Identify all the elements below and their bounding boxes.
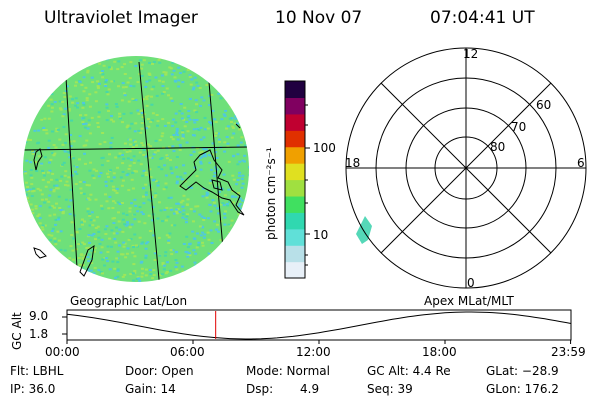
colorbar-segment — [285, 97, 305, 115]
colorbar-segment — [285, 146, 305, 164]
timeline-left-label: Geographic Lat/Lon — [70, 294, 188, 308]
colorbar-segment — [285, 81, 305, 99]
color-bar — [284, 80, 310, 279]
timeline-x-tick-1200: 12:00 — [296, 345, 331, 359]
colorbar-segment — [285, 179, 305, 197]
colorbar-segment — [285, 212, 305, 230]
colorbar-segment — [285, 245, 305, 263]
colorbar-tick-10: 10 — [313, 228, 329, 242]
timeline-x-tick-0600: 06:00 — [170, 345, 205, 359]
glat-value: GLat: −28.9 — [486, 364, 559, 378]
timeline-x-tick-1800: 18:00 — [422, 345, 457, 359]
colorbar-segment — [285, 130, 305, 148]
seq-value: Seq: 39 — [367, 382, 413, 396]
earth-uv-image — [23, 56, 249, 282]
mlt-label-18: 18 — [345, 156, 361, 170]
coastline-outlines — [33, 123, 245, 277]
filter-value: Flt: LBHL — [10, 364, 64, 378]
colorbar-segment — [285, 163, 305, 181]
timeline-x-tick-2359: 23:59 — [551, 345, 586, 359]
gc-alt-value: GC Alt: 4.4 Re — [367, 364, 451, 378]
polar-mlt-plot — [345, 47, 587, 289]
imager-title: Ultraviolet Imager — [44, 8, 198, 28]
gain-value: Gain: 14 — [125, 382, 176, 396]
header-time: 07:04:41 UT — [430, 8, 535, 28]
colorbar-tick-100: 100 — [313, 141, 336, 155]
lat-label-70: 70 — [511, 120, 527, 134]
ip-value: IP: 36.0 — [10, 382, 56, 396]
timeline-right-label: Apex MLat/MLT — [424, 294, 514, 308]
mlt-label-12: 12 — [463, 47, 479, 61]
colorbar-segment — [285, 195, 305, 213]
colorbar-segment — [285, 228, 305, 246]
lat-label-60: 60 — [536, 98, 552, 112]
mlt-label-0: 0 — [467, 276, 475, 290]
timeline-y-tick-9: 9.0 — [29, 309, 49, 323]
mlt-label-6: 6 — [577, 156, 585, 170]
dsp-label: Dsp: — [246, 382, 274, 396]
colorbar-segment — [285, 261, 305, 279]
mode-value: Mode: Normal — [246, 364, 330, 378]
glon-value: GLon: 176.2 — [486, 382, 559, 396]
header-date: 10 Nov 07 — [275, 8, 363, 28]
colorbar-unit-label: photon cm⁻²s⁻¹ — [264, 147, 278, 240]
timeline-plot — [62, 309, 572, 344]
timeline-y-axis-label: GC Alt — [10, 312, 24, 350]
dsp-value: 4.9 — [300, 382, 320, 396]
lat-label-80: 80 — [490, 140, 506, 154]
colorbar-segment — [285, 113, 305, 131]
door-status: Door: Open — [125, 364, 194, 378]
timeline-x-tick-0000: 00:00 — [45, 345, 80, 359]
timeline-y-tick-1-8: 1.8 — [29, 327, 49, 341]
